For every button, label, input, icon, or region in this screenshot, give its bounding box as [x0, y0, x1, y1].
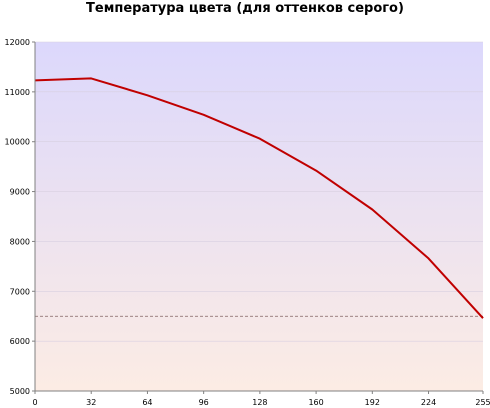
axes [34, 42, 483, 392]
y-tick-label: 7000 [10, 287, 30, 296]
x-tick-label: 0 [32, 398, 37, 407]
x-tick-labels: 0 32 64 96 128 160 192 224 255 [32, 391, 490, 407]
x-tick-label: 224 [421, 398, 436, 407]
x-tick-label: 64 [142, 398, 152, 407]
plot-area [35, 42, 483, 391]
x-tick-label: 255 [475, 398, 490, 407]
y-tick-label: 9000 [10, 188, 30, 197]
y-tick-label: 10000 [5, 138, 30, 147]
y-tick-label: 5000 [10, 387, 30, 396]
x-tick-label: 160 [308, 398, 323, 407]
grid-lines [35, 41, 483, 342]
y-tick-label: 8000 [10, 237, 30, 246]
series-group [34, 77, 484, 319]
x-tick-label: 96 [199, 398, 209, 407]
x-tick-label: 192 [365, 398, 380, 407]
series-line-0 [34, 77, 484, 319]
x-tick-label: 32 [86, 398, 96, 407]
y-tick-label: 6000 [10, 337, 30, 346]
x-tick-label: 128 [252, 398, 267, 407]
y-tick-label: 12000 [5, 38, 30, 47]
y-tick-label: 11000 [5, 88, 30, 97]
y-tick-labels: 5000 6000 7000 8000 9000 10000 11000 12000 [5, 38, 35, 396]
chart-title: Температура цвета (для оттенков серого) [86, 1, 404, 16]
